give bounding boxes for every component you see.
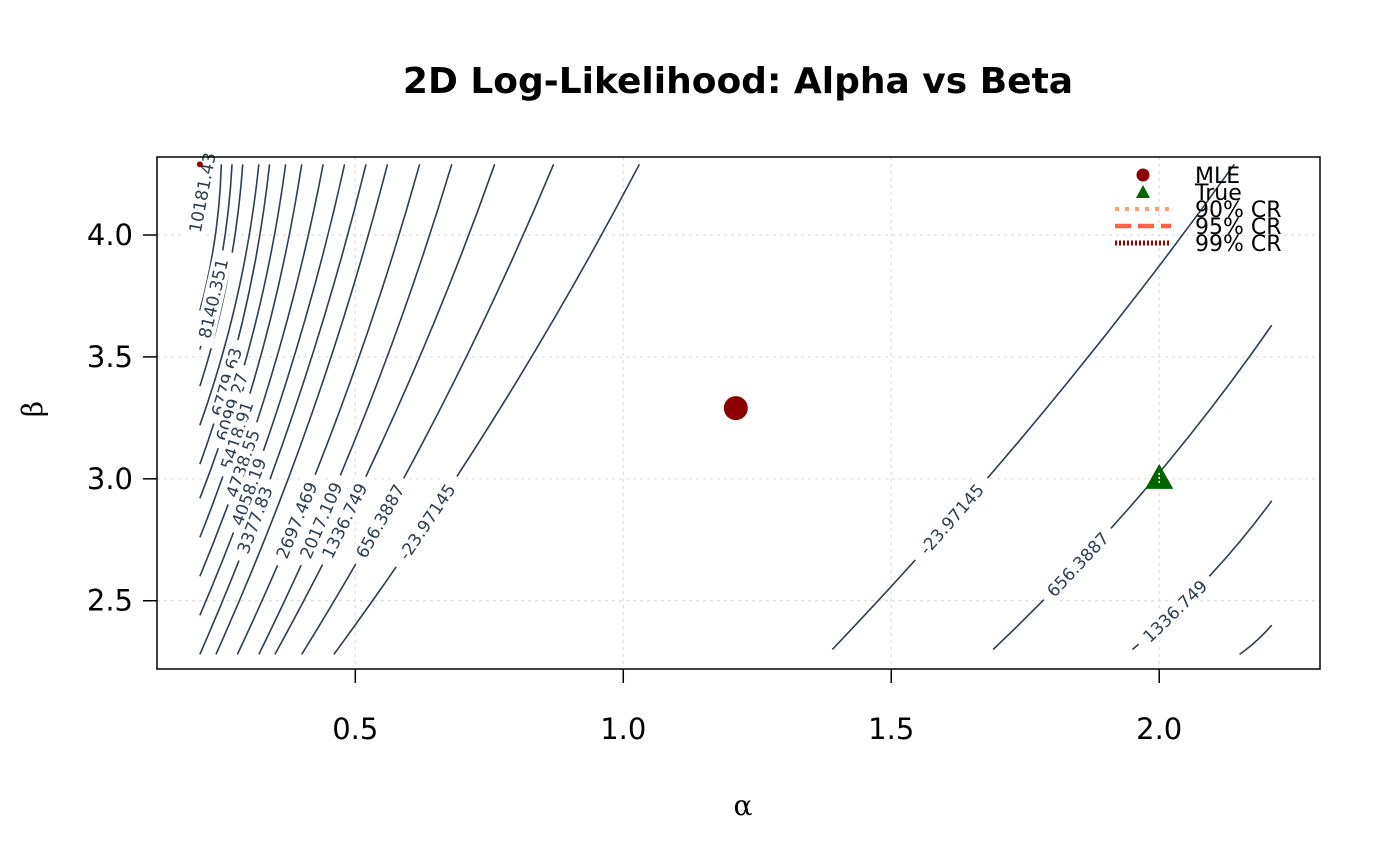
contour-line [199,164,303,538]
y-axis: 2.5 3.0 3.5 4.0 [87,218,157,618]
contour-line [199,164,223,311]
mle-point [723,396,748,421]
contour-label-background [224,447,274,537]
y-tick-label: 4.0 [87,218,133,252]
contour-line [236,164,421,655]
x-tick-label: 1.5 [868,712,914,746]
contour-label-background [219,419,267,508]
legend-true-symbol [1136,185,1150,198]
contour-label-background [1036,521,1119,608]
y-tick-label: 3.0 [87,462,133,496]
contour-line [199,164,324,577]
corner-point [196,161,203,168]
contour-label-background [229,475,280,565]
data-points [196,161,1174,489]
x-axis: 0.5 1.0 1.5 2.0 [332,669,1182,746]
contour-label-text: 1336.749 [1140,577,1212,648]
contour-labels: 10181.438140.3516779.636099.275418.91473… [183,142,1218,653]
contour-line [274,164,496,655]
contour-line [199,164,271,465]
legend-label: 99% CR [1195,232,1282,257]
contour-label: -23.97145 [908,471,996,567]
contour-label-background [268,471,325,570]
contour-label-background [213,390,260,480]
contour-line [199,164,367,655]
contour-label-background [183,142,222,243]
legend-mle-symbol [1136,168,1150,182]
contour-line [831,163,1235,651]
contour-label-background [908,471,996,567]
x-tick-label: 2.0 [1136,712,1182,746]
contour-line [199,164,287,499]
y-tick-label: 3.5 [87,340,133,374]
x-tick-label: 1.0 [600,712,646,746]
contour-line [301,164,555,655]
legend-label: True [1194,181,1242,206]
contour-label-text: 656.3887 [1043,529,1113,602]
contour-label-background [313,472,376,570]
contour-line [215,164,389,655]
contour-line [199,164,346,616]
contour-line [199,164,260,426]
contour-label-background [209,362,255,452]
contour-line [992,324,1273,651]
contour-label-background [1132,570,1218,653]
contour-label-background [388,471,466,573]
contour-label-text: 10181.43 [186,151,221,234]
contour-label-text: -23.97145 [916,481,989,560]
contour-label-background [347,473,413,569]
plot-frame [156,156,1321,670]
contour-label: 1336.749 [1132,570,1218,653]
contour-label: 656.3887 [1036,521,1119,608]
legend-label: MLE [1195,164,1240,189]
contour-label-background [192,248,235,349]
true-point [1145,463,1174,489]
contour-label-background [292,471,350,570]
contour-line [1239,624,1273,656]
chart-title: 2D Log-Likelihood: Alpha vs Beta [403,61,1073,102]
y-tick-label: 2.5 [87,584,133,618]
legend-label: 90% CR [1195,198,1282,223]
contour-line [333,163,641,655]
legend-label: 95% CR [1195,215,1282,240]
x-axis-label: α [734,789,753,822]
contour-label-text: 8140.351 [196,257,234,341]
contour-line [258,164,453,655]
contour-label-background [204,337,249,427]
y-axis-label: β [16,401,49,417]
x-tick-label: 0.5 [332,712,378,746]
